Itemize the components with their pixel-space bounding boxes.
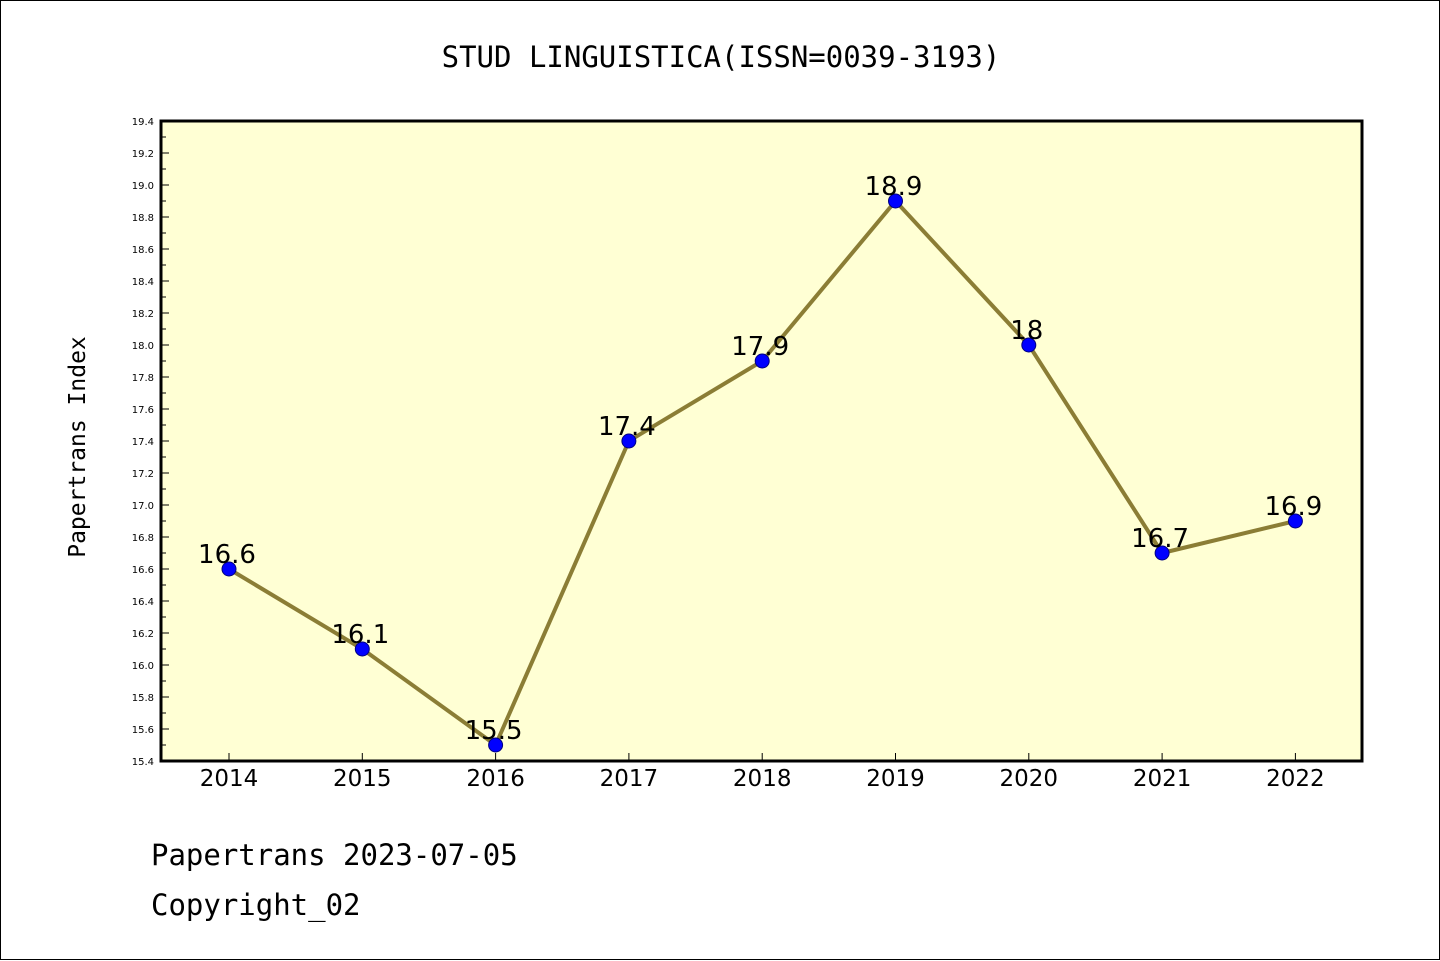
y-tick-label: 17.0 [132,501,154,512]
data-points [221,193,1303,753]
y-tick-label: 19.0 [132,181,154,192]
data-label: 17.9 [731,332,789,362]
data-labels: 16.6 16.1 15.5 17.4 17.9 18.9 18 16.7 16.9 [198,172,1322,746]
y-tick-label: 18.4 [132,277,154,288]
y-tick-label: 18.6 [132,245,154,256]
data-label: 16.1 [331,620,389,650]
footer-copyright: Copyright_02 [151,888,361,923]
data-label: 15.5 [465,716,523,746]
y-tick-label: 18.0 [132,341,154,352]
data-point [488,737,504,753]
data-label: 16.9 [1264,492,1322,522]
data-point [1154,545,1170,561]
data-label: 18.9 [865,172,923,202]
x-axis: 2014 2015 2016 2017 2018 2019 2020 2021 2022 [200,753,1325,792]
data-point [621,433,637,449]
y-tick-label: 16.0 [132,661,154,672]
x-tick-label: 2022 [1266,766,1325,792]
data-point [221,561,237,577]
y-tick-label: 17.2 [132,469,154,480]
y-tick-label: 17.8 [132,373,154,384]
y-tick-label: 18.2 [132,309,154,320]
y-tick-label: 15.6 [132,725,154,736]
x-tick-label: 2016 [466,766,525,792]
y-tick-label: 16.4 [132,597,154,608]
y-tick-label: 16.2 [132,629,154,640]
data-point [354,641,370,657]
y-tick-label: 17.4 [132,437,154,448]
y-tick-label: 15.4 [132,757,154,768]
plot-area [159,119,1364,763]
data-point [1021,337,1037,353]
data-point [888,193,903,209]
x-tick-label: 2021 [1133,766,1192,792]
y-tick-label: 19.4 [132,117,154,128]
data-point [1287,513,1303,529]
footer-date: Papertrans 2023-07-05 [151,838,518,872]
data-point [754,353,770,369]
y-tick-label: 16.8 [132,533,154,544]
data-label: 16.6 [198,540,256,570]
x-tick-label: 2015 [333,766,392,792]
x-tick-label: 2017 [600,766,659,792]
chart-title: STUD LINGUISTICA(ISSN=0039-3193) [442,40,1001,74]
x-tick-label: 2014 [200,766,259,792]
data-label: 18 [1010,316,1043,346]
y-tick-label: 15.8 [132,693,154,704]
data-label: 16.7 [1131,524,1189,554]
y-tick-label: 19.2 [132,149,154,160]
y-tick-label: 18.8 [132,213,154,224]
y-tick-label: 16.6 [132,565,154,576]
x-tick-label: 2019 [866,766,925,792]
y-axis-label: Papertrans Index [65,336,91,558]
y-axis: 15.4 15.6 15.8 16.0 16.2 16.4 16.6 16.8 17.0 17.2… [132,117,169,768]
x-tick-label: 2018 [733,766,792,792]
x-tick-label: 2020 [1000,766,1059,792]
y-tick-label: 17.6 [132,405,154,416]
data-label: 17.4 [598,412,656,442]
